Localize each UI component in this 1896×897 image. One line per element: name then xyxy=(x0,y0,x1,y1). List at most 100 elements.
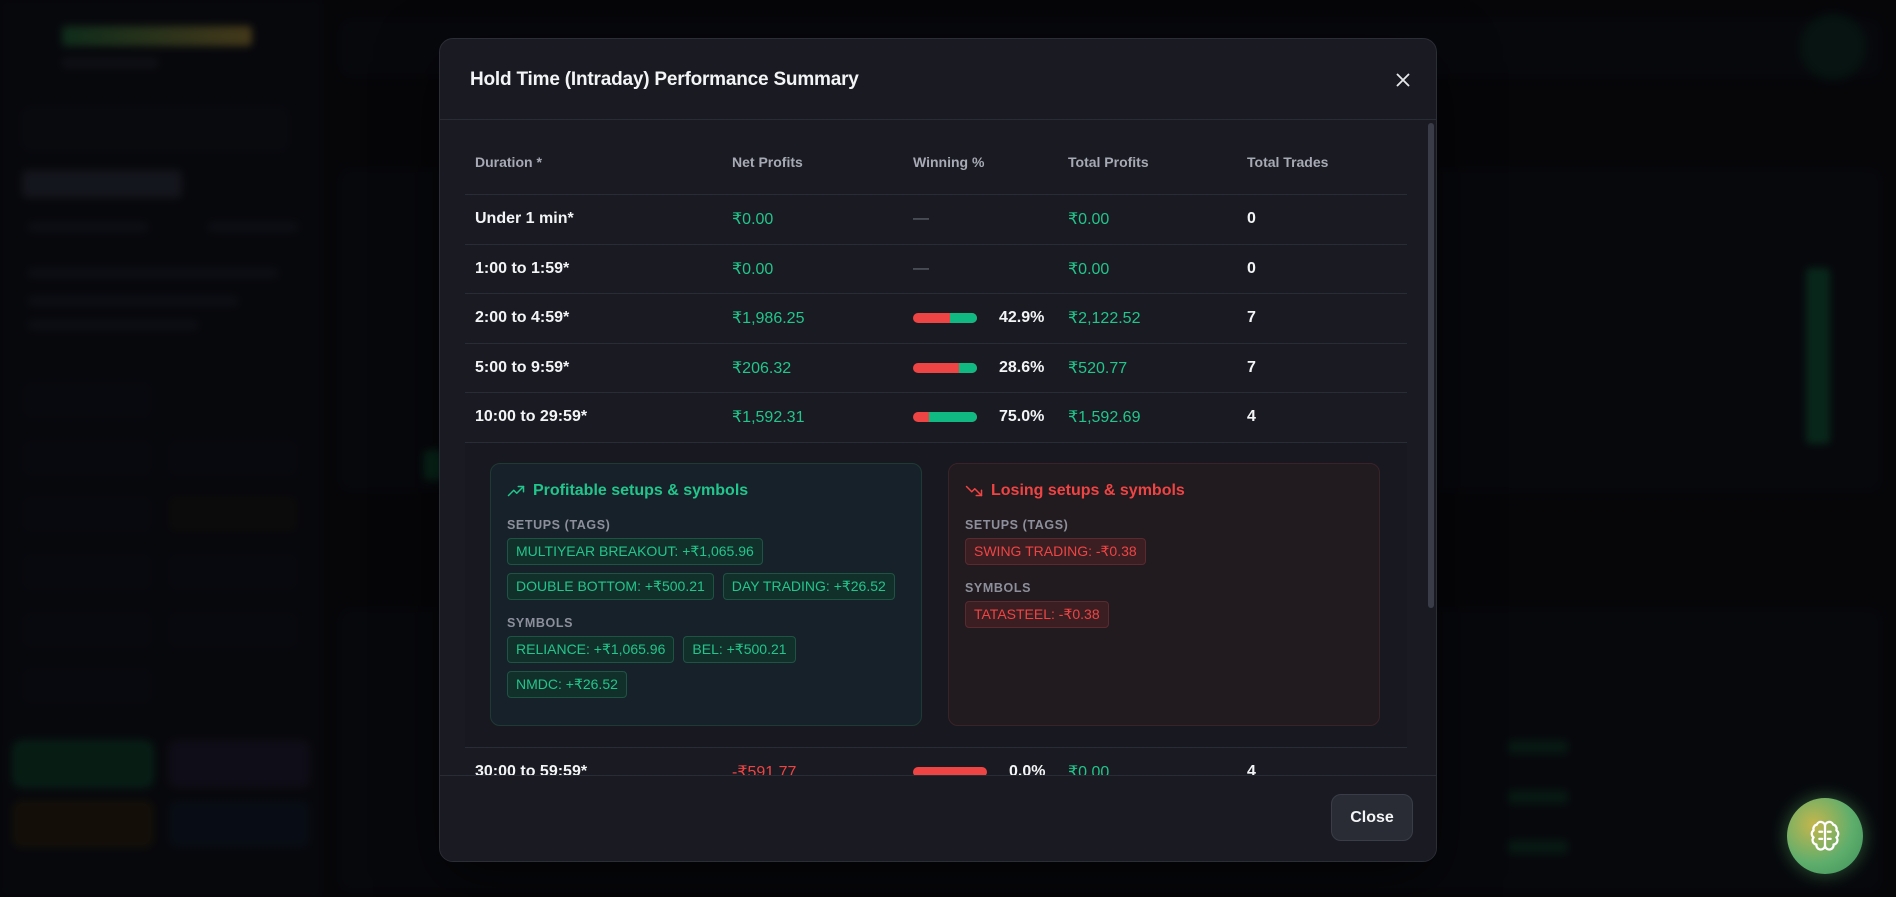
profitable-title-text: Profitable setups & symbols xyxy=(533,481,749,499)
duration-cell: 2:00 to 4:59* xyxy=(475,309,570,327)
winning-cell: — xyxy=(913,210,929,228)
header-total-trades[interactable]: Total Trades xyxy=(1247,154,1329,170)
winning-cell: 75.0% xyxy=(913,408,1068,426)
winning-cell: 28.6% xyxy=(913,359,1068,377)
bg-cell xyxy=(1508,790,1568,804)
winning-cell: 42.9% xyxy=(913,309,1068,327)
total-profit-cell: ₹0.00 xyxy=(1068,763,1110,777)
close-icon[interactable] xyxy=(1392,69,1414,91)
table-row[interactable]: 5:00 to 9:59* ₹206.32 28.6% ₹520.77 7 xyxy=(465,344,1407,393)
duration-cell: 5:00 to 9:59* xyxy=(475,358,570,376)
total-trades-cell: 4 xyxy=(1247,762,1256,777)
bg-chart-bar xyxy=(1806,268,1830,444)
bg-button xyxy=(12,800,154,848)
bg-nav-item xyxy=(168,612,298,648)
winning-cell: — xyxy=(913,259,929,277)
table-row[interactable]: 2:00 to 4:59* ₹1,986.25 42.9% ₹2,122.52 … xyxy=(465,294,1407,344)
bg-text xyxy=(28,320,198,330)
bg-nav-item xyxy=(168,496,298,532)
hold-time-table: Duration * Net Profits Winning % Total P… xyxy=(465,120,1407,777)
duration-cell: 30:00 to 59:59* xyxy=(475,762,588,777)
total-profit-cell: ₹0.00 xyxy=(1068,260,1110,278)
bg-nav-item xyxy=(168,554,298,590)
ai-assistant-button[interactable] xyxy=(1787,798,1863,874)
modal-body[interactable]: Duration * Net Profits Winning % Total P… xyxy=(440,120,1436,777)
header-net-profits[interactable]: Net Profits xyxy=(732,154,803,170)
bg-text xyxy=(28,268,278,278)
total-trades-cell: 7 xyxy=(1247,309,1256,327)
setups-label: SETUPS (TAGS) xyxy=(965,517,1069,532)
performance-summary-modal: Hold Time (Intraday) Performance Summary… xyxy=(439,38,1437,862)
net-profit-cell: ₹206.32 xyxy=(732,359,792,377)
net-profit-cell: ₹0.00 xyxy=(732,211,774,229)
bg-cell xyxy=(1508,740,1568,754)
winning-cell: 0.0% xyxy=(913,763,1068,777)
symbol-chip[interactable]: NMDC: +₹26.52 xyxy=(507,670,627,698)
bg-logo xyxy=(62,26,252,46)
bg-text xyxy=(28,296,238,306)
bg-text xyxy=(208,222,298,232)
modal-title: Hold Time (Intraday) Performance Summary xyxy=(470,69,859,90)
symbol-chip[interactable]: RELIANCE: +₹1,065.96 xyxy=(507,635,675,663)
table-row[interactable]: 30:00 to 59:59* -₹591.77 0.0% ₹0.00 4 xyxy=(465,748,1407,777)
win-rate-value: 42.9% xyxy=(999,309,1045,327)
setup-chip[interactable]: DAY TRADING: +₹26.52 xyxy=(722,572,895,600)
bg-text xyxy=(28,222,148,232)
net-profit-cell: ₹1,592.31 xyxy=(732,409,805,427)
setups-label: SETUPS (TAGS) xyxy=(507,517,611,532)
profitable-setups: MULTIYEAR BREAKOUT: +₹1,065.96 DOUBLE BO… xyxy=(507,537,905,600)
table-row-expanded[interactable]: 10:00 to 29:59* ₹1,592.31 75.0% ₹1,592.6… xyxy=(465,393,1407,443)
net-profit-cell: ₹0.00 xyxy=(732,260,774,278)
table-header: Duration * Net Profits Winning % Total P… xyxy=(465,120,1407,195)
header-total-profits[interactable]: Total Profits xyxy=(1068,154,1149,170)
bg-nav-item xyxy=(22,668,152,704)
header-duration[interactable]: Duration * xyxy=(475,154,542,170)
bg-button xyxy=(168,800,310,848)
trending-down-icon xyxy=(965,485,983,496)
bg-nav-item xyxy=(168,440,298,476)
setup-chip[interactable]: MULTIYEAR BREAKOUT: +₹1,065.96 xyxy=(507,537,763,565)
bg-cell xyxy=(1508,840,1568,854)
setup-chip[interactable]: DOUBLE BOTTOM: +₹500.21 xyxy=(507,572,714,600)
total-profit-cell: ₹2,122.52 xyxy=(1068,310,1141,328)
total-profit-cell: ₹1,592.69 xyxy=(1068,409,1141,427)
win-rate-bar xyxy=(913,412,977,423)
losing-title: Losing setups & symbols xyxy=(965,482,1363,500)
duration-cell: 1:00 to 1:59* xyxy=(475,259,570,277)
net-profit-cell: -₹591.77 xyxy=(732,763,797,777)
total-profit-cell: ₹0.00 xyxy=(1068,211,1110,229)
losing-setups: SWING TRADING: -₹0.38 xyxy=(965,537,1363,565)
total-trades-cell: 7 xyxy=(1247,358,1256,376)
bg-balance xyxy=(22,170,182,198)
modal-footer: Close xyxy=(440,775,1436,861)
trending-up-icon xyxy=(507,485,525,496)
win-rate-bar xyxy=(913,362,977,373)
bg-nav-item xyxy=(22,382,152,418)
modal-scrollbar[interactable] xyxy=(1428,123,1434,608)
setup-chip[interactable]: SWING TRADING: -₹0.38 xyxy=(965,537,1146,565)
net-profit-cell: ₹1,986.25 xyxy=(732,310,805,328)
duration-cell: Under 1 min* xyxy=(475,210,574,228)
win-rate-bar xyxy=(913,313,977,324)
symbols-label: SYMBOLS xyxy=(507,615,574,630)
brain-icon xyxy=(1810,820,1840,851)
total-trades-cell: 4 xyxy=(1247,408,1256,426)
win-rate-value: 28.6% xyxy=(999,358,1045,376)
modal-header: Hold Time (Intraday) Performance Summary xyxy=(440,39,1436,120)
bg-account-select xyxy=(22,108,288,150)
bg-avatar xyxy=(1800,14,1866,80)
table-row[interactable]: 1:00 to 1:59* ₹0.00 — ₹0.00 0 xyxy=(465,245,1407,294)
bg-nav-item xyxy=(22,612,152,648)
bg-nav-item xyxy=(22,554,152,590)
header-winning-pct[interactable]: Winning % xyxy=(913,154,985,170)
symbol-chip[interactable]: BEL: +₹500.21 xyxy=(683,635,796,663)
total-trades-cell: 0 xyxy=(1247,210,1256,228)
win-rate-bar xyxy=(913,766,987,777)
duration-cell: 10:00 to 29:59* xyxy=(475,408,588,426)
losing-title-text: Losing setups & symbols xyxy=(991,481,1185,499)
bg-button xyxy=(12,740,154,788)
close-button[interactable]: Close xyxy=(1331,794,1413,841)
symbol-chip[interactable]: TATASTEEL: -₹0.38 xyxy=(965,600,1109,628)
profitable-symbols: RELIANCE: +₹1,065.96 BEL: +₹500.21 NMDC:… xyxy=(507,635,905,698)
table-row[interactable]: Under 1 min* ₹0.00 — ₹0.00 0 xyxy=(465,195,1407,245)
